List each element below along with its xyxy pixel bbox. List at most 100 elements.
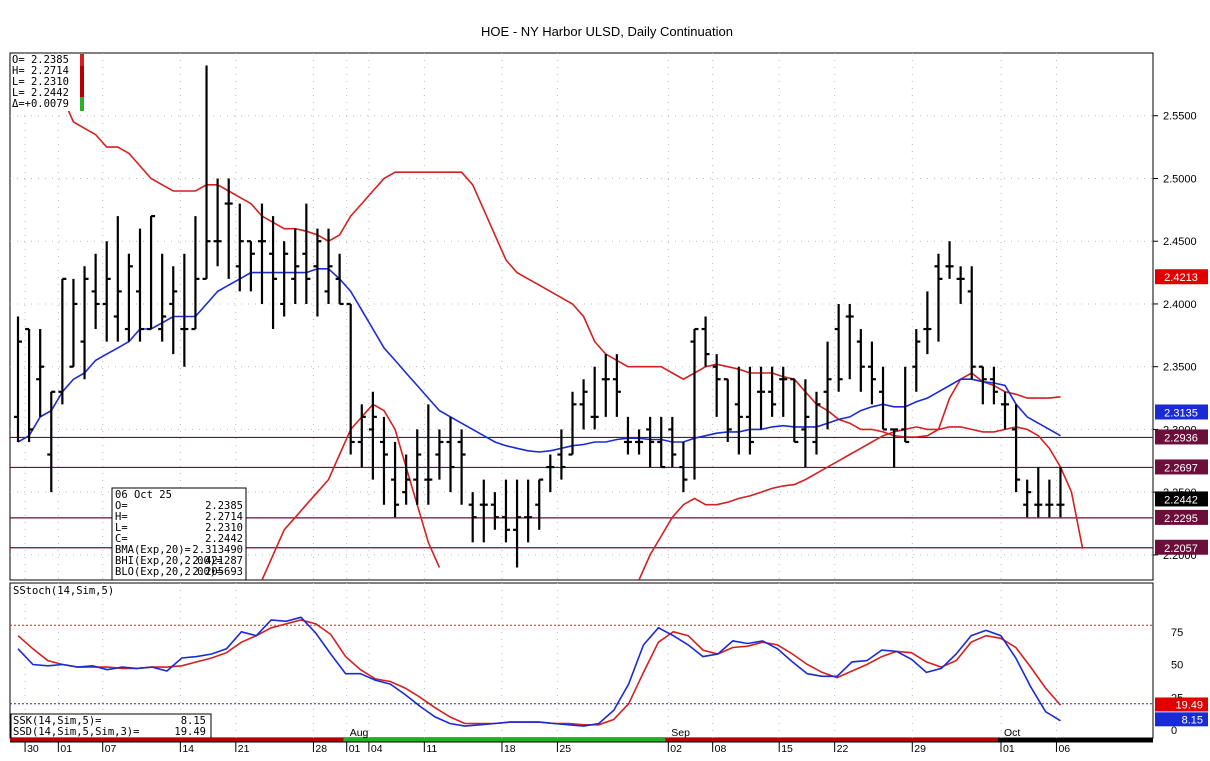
ohlc-bar: [302, 203, 311, 304]
ohlc-bar: [901, 366, 910, 444]
stoch-readout-key: SSK(14,Sim,5)=: [13, 715, 102, 727]
price-tag-label: 2.2442: [1164, 494, 1198, 506]
ohlc-bar: [80, 266, 89, 380]
date-tick-label: 11: [426, 743, 437, 755]
ohlc-bar: [590, 366, 599, 430]
ohlc-bar: [1001, 391, 1010, 430]
data-window-key: H=: [115, 511, 128, 523]
month-label: Sep: [671, 727, 690, 739]
price-tick-label: 2.4500: [1163, 236, 1197, 248]
ohlc-bar: [579, 379, 588, 430]
ohlc-bar: [712, 354, 721, 417]
ohlc-readout-bar-red: [80, 54, 84, 66]
ohlc-bar: [468, 492, 477, 543]
ohlc-bar: [801, 379, 810, 468]
price-tag: [1155, 539, 1208, 555]
ohlc-bar: [213, 178, 222, 267]
ohlc-readout-line: H= 2.2714: [12, 65, 69, 77]
ohlc-bar: [457, 429, 466, 505]
ohlc-bar: [679, 441, 688, 493]
ohlc-bar: [391, 441, 400, 518]
date-tick-label: 01: [349, 743, 361, 755]
stoch-tag: [1155, 697, 1208, 712]
date-tick-label: 28: [315, 743, 327, 755]
price-tag-label: 2.3135: [1164, 407, 1198, 419]
ohlc-readout-bar-green: [80, 97, 84, 111]
data-window-date: 06 Oct 25: [115, 489, 172, 501]
ohlc-bar: [856, 329, 865, 392]
ohlc-readout-line: L= 2.2310: [12, 76, 69, 88]
ohlc-bar: [623, 416, 632, 455]
ohlc-bar: [224, 178, 233, 279]
ohlc-bar: [36, 329, 45, 417]
ohlc-bar: [346, 302, 355, 455]
ohlc-bar: [945, 241, 954, 279]
month-strip-segment: [343, 738, 666, 742]
ohlc-bar: [135, 228, 144, 342]
ohlc-bar: [723, 378, 732, 442]
price-tag: [1155, 429, 1208, 445]
ohlc-bar: [701, 316, 710, 367]
ohlc-bar: [113, 216, 122, 342]
ohlc-bar: [257, 203, 266, 304]
ohlc-bar: [246, 240, 255, 292]
month-label: Oct: [1004, 727, 1020, 739]
ssd-line: [17, 619, 1062, 726]
data-window-value: 2.2714: [205, 511, 243, 523]
ohlc-bar: [912, 329, 921, 392]
ohlc-bar: [357, 404, 366, 468]
ohlc-bar: [413, 429, 422, 505]
ohlc-bar: [324, 228, 333, 304]
ohlc-bar: [967, 266, 976, 380]
ohlc-bar: [180, 253, 189, 367]
ohlc-readout-bar-dark: [80, 66, 84, 110]
ohlc-bar: [790, 378, 799, 444]
ohlc-bar: [635, 429, 644, 455]
ohlc-bar: [834, 303, 843, 392]
price-tag: [1155, 269, 1208, 285]
data-window-value: 2.2310: [205, 522, 243, 534]
data-window-key: L=: [115, 522, 128, 534]
ohlc-bar: [812, 391, 821, 455]
price-tick-label: 2.5000: [1163, 173, 1197, 185]
data-window-key: BHI(Exp,20,2.00)=: [115, 555, 222, 567]
ohlc-bar: [69, 278, 78, 368]
ohlc-bar: [646, 416, 655, 468]
data-window-value: 2.2385: [205, 500, 243, 512]
ohlc-bar: [335, 253, 344, 306]
ohlc-bar: [501, 479, 510, 543]
ohlc-bar: [102, 241, 111, 342]
data-window-key: C=: [115, 533, 128, 545]
price-tag-label: 2.2057: [1164, 543, 1198, 555]
ohlc-bar: [1056, 467, 1065, 518]
ohlc-bar: [191, 216, 200, 331]
ohlc-bar: [235, 203, 244, 292]
ohlc-bar: [379, 416, 388, 505]
price-panel[interactable]: 2.55002.50002.45002.40002.35002.30002.25…: [9, 52, 1208, 581]
ohlc-bar: [612, 354, 621, 417]
data-window-value: 2.2442: [205, 533, 243, 545]
price-tag: [1155, 404, 1208, 420]
ohlc-bar: [978, 365, 987, 405]
data-window-key: BMA(Exp,20)=: [115, 544, 191, 556]
ohlc-bar: [745, 366, 754, 455]
date-tick-label: 29: [914, 743, 926, 755]
date-tick-label: 07: [105, 743, 117, 755]
ohlc-bar: [779, 366, 788, 417]
ohlc-bar: [989, 366, 998, 405]
stochastic-panel[interactable]: 7550250SStoch(14,Sim,5)SSK(14,Sim,5)=8.1…: [9, 582, 1208, 739]
date-tick-label: 25: [559, 743, 571, 755]
ohlc-bar: [25, 327, 34, 442]
ohlc-bar: [734, 366, 743, 455]
ohlc-readout-line: Δ=+0.0079: [12, 98, 69, 110]
price-tag-label: 2.4213: [1164, 272, 1198, 284]
month-strip-segment: [665, 738, 999, 742]
price-panel-frame: [9, 52, 1154, 581]
ohlc-bar: [58, 277, 67, 405]
ohlc-bar: [91, 253, 100, 330]
ohlc-bar: [524, 479, 533, 543]
price-tag: [1155, 509, 1208, 525]
price-tag-label: 2.2936: [1164, 432, 1198, 444]
ohlc-bar: [269, 216, 278, 330]
ohlc-bar: [845, 303, 854, 380]
